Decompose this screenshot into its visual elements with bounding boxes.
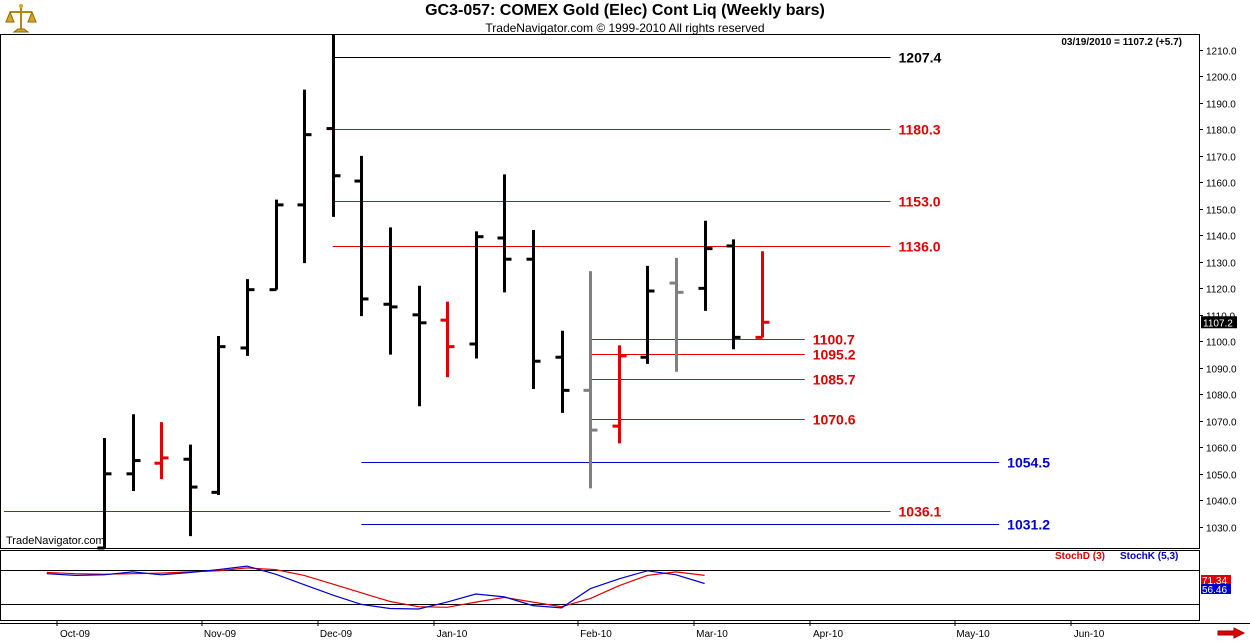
level-label-1036.1: 1036.1 xyxy=(899,504,942,520)
y-tick-label: 1110.0 xyxy=(1206,312,1236,323)
stoch-value-label: 56.46 xyxy=(1202,585,1227,596)
level-label-1100.7: 1100.7 xyxy=(813,332,855,348)
y-tick-label: 1040.0 xyxy=(1206,497,1237,508)
stoch-value-box xyxy=(1201,584,1231,594)
y-tick-label: 1030.0 xyxy=(1206,524,1237,535)
watermark-text: TradeNavigator.com xyxy=(6,535,105,547)
last-price-box xyxy=(1201,316,1237,329)
y-tick-label: 1190.0 xyxy=(1206,100,1236,111)
y-tick-label: 1130.0 xyxy=(1206,259,1236,270)
legend-stochk: StochK (5,3) xyxy=(1120,551,1179,562)
copyright-subtitle: TradeNavigator.com © 1999-2010 All right… xyxy=(485,21,765,35)
level-label-1031.2: 1031.2 xyxy=(1007,517,1050,533)
last-price-label: 1107.2 xyxy=(1203,318,1233,329)
level-label-1054.5: 1054.5 xyxy=(1007,455,1050,471)
legend-stochd: StochD (3) xyxy=(1055,551,1105,562)
x-tick-label: Feb-10 xyxy=(580,629,612,640)
stoch-value-box xyxy=(1201,575,1231,585)
level-label-1070.6: 1070.6 xyxy=(813,412,856,428)
y-tick-label: 1140.0 xyxy=(1206,232,1236,243)
y-tick-label: 1080.0 xyxy=(1206,391,1237,402)
level-label-1153.0: 1153.0 xyxy=(899,194,941,210)
level-label-1085.7: 1085.7 xyxy=(813,372,856,388)
y-tick-label: 1060.0 xyxy=(1206,444,1237,455)
y-tick-label: 1180.0 xyxy=(1206,126,1236,137)
x-tick-label: Nov-09 xyxy=(204,629,237,640)
logo xyxy=(5,4,37,33)
y-tick-label: 1200.0 xyxy=(1206,73,1237,84)
stoch-series-d xyxy=(46,567,705,608)
price-panel-frame xyxy=(0,34,1200,549)
level-label-1207.4: 1207.4 xyxy=(899,50,942,66)
last-price-info: 03/19/2010 = 1107.2 (+5.7) xyxy=(1061,37,1182,48)
level-label-1180.3: 1180.3 xyxy=(899,122,941,138)
y-tick-label: 1120.0 xyxy=(1206,285,1236,296)
level-label-1136.0: 1136.0 xyxy=(899,239,941,255)
oscillator-panel-frame xyxy=(0,550,1200,621)
y-tick-label: 1100.0 xyxy=(1206,338,1236,349)
x-tick-label: Jun-10 xyxy=(1074,629,1105,640)
stoch-series-k xyxy=(46,565,705,610)
y-tick-label: 1210.0 xyxy=(1206,47,1237,58)
x-tick-label: May-10 xyxy=(956,629,990,640)
x-tick-label: Oct-09 xyxy=(60,629,90,640)
y-tick-label: 1050.0 xyxy=(1206,471,1237,482)
x-tick-label: Dec-09 xyxy=(320,629,353,640)
y-tick-label: 1090.0 xyxy=(1206,365,1237,376)
scroll-right-arrow-icon[interactable] xyxy=(1216,627,1246,639)
x-tick-label: Mar-10 xyxy=(696,629,728,640)
y-tick-label: 1070.0 xyxy=(1206,418,1237,429)
y-tick-label: 1150.0 xyxy=(1206,206,1236,217)
level-label-1095.2: 1095.2 xyxy=(813,347,856,363)
x-tick-label: Apr-10 xyxy=(813,629,843,640)
stoch-value-label: 71.34 xyxy=(1202,576,1227,587)
y-tick-label: 1160.0 xyxy=(1206,179,1236,190)
x-tick-label: Jan-10 xyxy=(437,629,468,640)
y-tick-label: 1170.0 xyxy=(1206,153,1236,164)
chart-title: GC3-057: COMEX Gold (Elec) Cont Liq (Wee… xyxy=(425,2,825,19)
